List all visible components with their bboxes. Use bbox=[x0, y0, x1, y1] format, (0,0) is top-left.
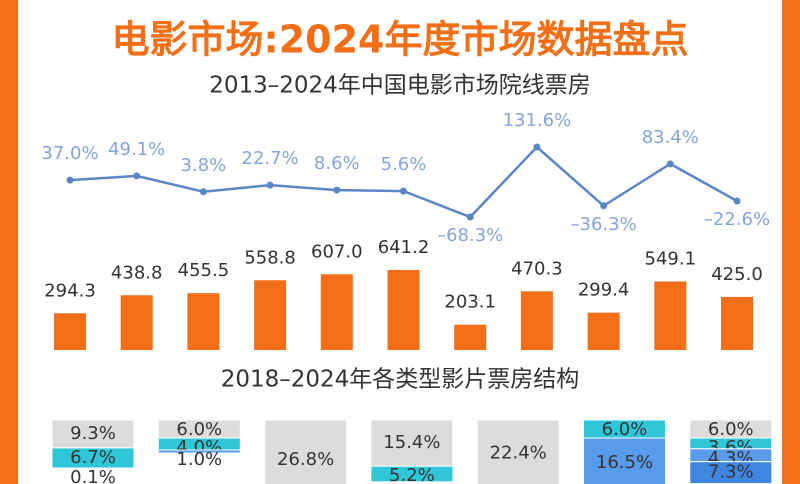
data-label: 5.2% bbox=[389, 465, 435, 484]
data-label: 549.1 bbox=[645, 248, 697, 269]
data-label: 470.3 bbox=[511, 258, 563, 279]
bar bbox=[520, 291, 553, 350]
line-point bbox=[533, 143, 541, 151]
data-label: 49.1% bbox=[108, 139, 165, 160]
line-point bbox=[600, 202, 608, 210]
data-label: 558.8 bbox=[244, 247, 296, 268]
line-point bbox=[266, 181, 274, 189]
data-label: 455.5 bbox=[178, 260, 230, 281]
line-point bbox=[199, 188, 207, 196]
segment bbox=[370, 419, 454, 467]
line-point bbox=[66, 176, 74, 184]
data-label: 83.4% bbox=[642, 127, 699, 148]
data-label: 131.6% bbox=[503, 110, 572, 131]
data-label: 0.1% bbox=[70, 467, 116, 484]
data-label: 6.7% bbox=[70, 447, 116, 468]
data-label: 294.3 bbox=[44, 280, 96, 301]
data-label: 6.0% bbox=[176, 419, 222, 440]
segment bbox=[370, 465, 454, 483]
data-label: 37.0% bbox=[41, 143, 98, 164]
bar bbox=[654, 281, 687, 350]
data-label: 6.0% bbox=[708, 419, 754, 440]
data-label: 9.3% bbox=[70, 423, 116, 444]
line-point bbox=[466, 213, 474, 221]
bar bbox=[54, 313, 86, 350]
bar bbox=[187, 293, 220, 350]
data-label: 22.4% bbox=[490, 443, 547, 464]
segment bbox=[264, 419, 348, 484]
data-label: 438.8 bbox=[111, 262, 163, 283]
data-label: –68.3% bbox=[437, 225, 503, 246]
data-label: 425.0 bbox=[711, 264, 763, 285]
data-label: 1.0% bbox=[176, 449, 222, 470]
line-point bbox=[666, 160, 674, 168]
panel bbox=[18, 0, 782, 484]
chart-title: 2013–2024年中国电影市场院线票房 bbox=[209, 73, 591, 99]
bar bbox=[721, 296, 753, 350]
bar bbox=[320, 274, 353, 350]
data-label: –36.3% bbox=[571, 214, 637, 235]
data-label: –22.6% bbox=[704, 209, 770, 230]
data-label: 607.0 bbox=[311, 241, 363, 262]
segment bbox=[476, 419, 560, 484]
data-label: 26.8% bbox=[277, 449, 334, 470]
line-point bbox=[133, 172, 141, 180]
data-label: 16.5% bbox=[596, 452, 653, 473]
line-point bbox=[333, 186, 341, 194]
bar bbox=[254, 280, 287, 350]
data-label: 7.3% bbox=[708, 462, 754, 483]
segment bbox=[583, 437, 666, 484]
data-label: 299.4 bbox=[578, 280, 630, 301]
data-label: 3.8% bbox=[181, 155, 227, 176]
bar bbox=[120, 295, 153, 350]
data-label: 5.6% bbox=[381, 154, 427, 175]
data-label: 15.4% bbox=[383, 432, 440, 453]
bar bbox=[587, 312, 620, 350]
bar bbox=[387, 270, 420, 350]
data-label: 8.6% bbox=[314, 153, 360, 174]
chart-title: 2018–2024年各类型影片票房结构 bbox=[221, 367, 580, 393]
segment bbox=[157, 449, 241, 454]
data-label: 6.0% bbox=[602, 419, 648, 440]
page-title: 电影市场:2024年度市场数据盘点 bbox=[112, 18, 689, 62]
data-label: 203.1 bbox=[444, 292, 496, 313]
bar bbox=[454, 324, 487, 350]
line-point bbox=[733, 197, 741, 205]
data-label: 641.2 bbox=[378, 237, 430, 258]
line-point bbox=[400, 187, 407, 195]
data-label: 22.7% bbox=[242, 148, 299, 169]
